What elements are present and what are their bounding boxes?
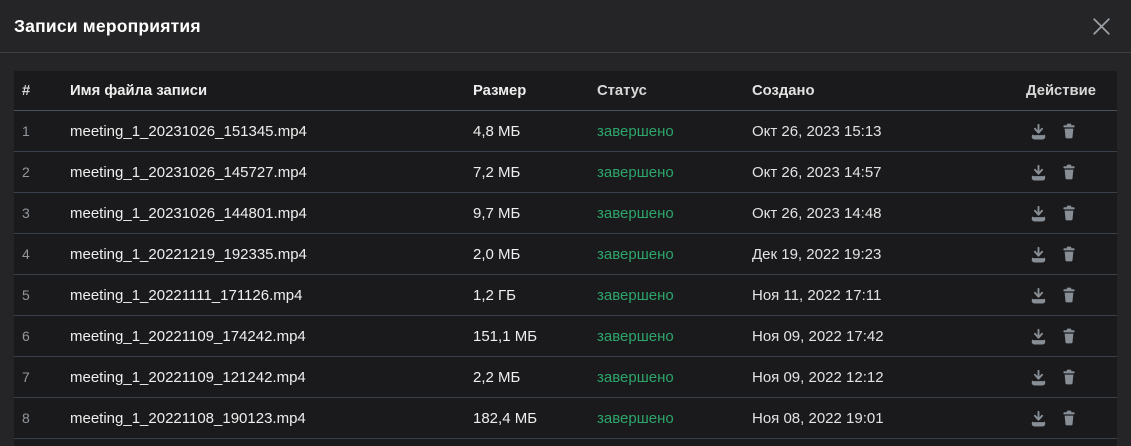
- recording-status: завершено: [597, 368, 674, 386]
- recording-filename: meeting_1_20221108_190123.mp4: [70, 409, 306, 427]
- partial-row: [14, 439, 1117, 446]
- header-created: Создано: [752, 82, 815, 99]
- trash-icon[interactable]: [1059, 327, 1078, 346]
- download-icon[interactable]: [1029, 286, 1048, 305]
- table-row: 7 meeting_1_20221109_121242.mp4 2,2 МБ з…: [14, 357, 1117, 398]
- table-row: 6 meeting_1_20221109_174242.mp4 151,1 МБ…: [14, 316, 1117, 357]
- recording-size: 9,7 МБ: [473, 204, 521, 222]
- recording-size: 151,1 МБ: [473, 327, 538, 345]
- row-actions: [1012, 286, 1117, 305]
- header-filename: Имя файла записи: [70, 82, 208, 99]
- recording-filename: meeting_1_20231026_145727.mp4: [70, 163, 307, 181]
- table-row: 1 meeting_1_20231026_151345.mp4 4,8 МБ з…: [14, 111, 1117, 152]
- row-actions: [1012, 245, 1117, 264]
- row-index: 8: [22, 410, 30, 426]
- recording-created: Окт 26, 2023 14:57: [752, 163, 882, 181]
- recording-filename: meeting_1_20231026_144801.mp4: [70, 204, 307, 222]
- download-icon[interactable]: [1029, 122, 1048, 141]
- row-actions: [1012, 122, 1117, 141]
- recording-created: Ноя 09, 2022 17:42: [752, 327, 884, 345]
- recording-size: 182,4 МБ: [473, 409, 538, 427]
- trash-icon[interactable]: [1059, 163, 1078, 182]
- recording-filename: meeting_1_20231026_151345.mp4: [70, 122, 307, 140]
- table-row: 4 meeting_1_20221219_192335.mp4 2,0 МБ з…: [14, 234, 1117, 275]
- header-status: Статус: [597, 82, 647, 99]
- trash-icon[interactable]: [1059, 122, 1078, 141]
- row-index: 4: [22, 246, 30, 262]
- recording-size: 4,8 МБ: [473, 122, 521, 140]
- recording-filename: meeting_1_20221219_192335.mp4: [70, 245, 307, 263]
- recording-size: 1,2 ГБ: [473, 286, 516, 304]
- recording-filename: meeting_1_20221109_174242.mp4: [70, 327, 306, 345]
- download-icon[interactable]: [1029, 409, 1048, 428]
- row-index: 5: [22, 287, 30, 303]
- download-icon[interactable]: [1029, 327, 1048, 346]
- recording-created: Ноя 09, 2022 12:12: [752, 368, 884, 386]
- recording-status: завершено: [597, 204, 674, 222]
- header-index: #: [22, 82, 31, 99]
- trash-icon[interactable]: [1059, 409, 1078, 428]
- trash-icon[interactable]: [1059, 204, 1078, 223]
- download-icon[interactable]: [1029, 368, 1048, 387]
- table-row: 5 meeting_1_20221111_171126.mp4 1,2 ГБ з…: [14, 275, 1117, 316]
- header-action: Действие: [1026, 82, 1096, 99]
- recordings-table: # Имя файла записи Размер Статус Создано…: [14, 71, 1117, 446]
- row-index: 2: [22, 164, 30, 180]
- download-icon[interactable]: [1029, 204, 1048, 223]
- recording-status: завершено: [597, 163, 674, 181]
- recording-size: 7,2 МБ: [473, 163, 521, 181]
- row-actions: [1012, 327, 1117, 346]
- recording-created: Ноя 11, 2022 17:11: [752, 286, 882, 304]
- recording-created: Окт 26, 2023 14:48: [752, 204, 882, 222]
- table-header-row: # Имя файла записи Размер Статус Создано…: [14, 71, 1117, 111]
- recording-status: завершено: [597, 286, 674, 304]
- row-index: 3: [22, 205, 30, 221]
- trash-icon[interactable]: [1059, 245, 1078, 264]
- table-row: 3 meeting_1_20231026_144801.mp4 9,7 МБ з…: [14, 193, 1117, 234]
- row-actions: [1012, 163, 1117, 182]
- recording-created: Окт 26, 2023 15:13: [752, 122, 882, 140]
- recording-created: Дек 19, 2022 19:23: [752, 245, 882, 263]
- row-actions: [1012, 409, 1117, 428]
- row-actions: [1012, 368, 1117, 387]
- modal-header: Записи мероприятия: [0, 0, 1131, 53]
- recording-size: 2,2 МБ: [473, 368, 521, 386]
- recording-status: завершено: [597, 327, 674, 345]
- modal-title: Записи мероприятия: [14, 15, 201, 36]
- download-icon[interactable]: [1029, 245, 1048, 264]
- row-index: 6: [22, 328, 30, 344]
- close-icon[interactable]: [1087, 12, 1115, 40]
- recording-filename: meeting_1_20221109_121242.mp4: [70, 368, 306, 386]
- row-index: 1: [22, 123, 30, 139]
- table-row: 8 meeting_1_20221108_190123.mp4 182,4 МБ…: [14, 398, 1117, 439]
- trash-icon[interactable]: [1059, 286, 1078, 305]
- row-index: 7: [22, 369, 30, 385]
- header-size: Размер: [473, 82, 527, 99]
- trash-icon[interactable]: [1059, 368, 1078, 387]
- recording-created: Ноя 08, 2022 19:01: [752, 409, 884, 427]
- recording-status: завершено: [597, 122, 674, 140]
- row-actions: [1012, 204, 1117, 223]
- recording-size: 2,0 МБ: [473, 245, 521, 263]
- download-icon[interactable]: [1029, 163, 1048, 182]
- table-row: 2 meeting_1_20231026_145727.mp4 7,2 МБ з…: [14, 152, 1117, 193]
- recording-status: завершено: [597, 245, 674, 263]
- recording-status: завершено: [597, 409, 674, 427]
- table-body: 1 meeting_1_20231026_151345.mp4 4,8 МБ з…: [14, 111, 1117, 439]
- recording-filename: meeting_1_20221111_171126.mp4: [70, 286, 303, 304]
